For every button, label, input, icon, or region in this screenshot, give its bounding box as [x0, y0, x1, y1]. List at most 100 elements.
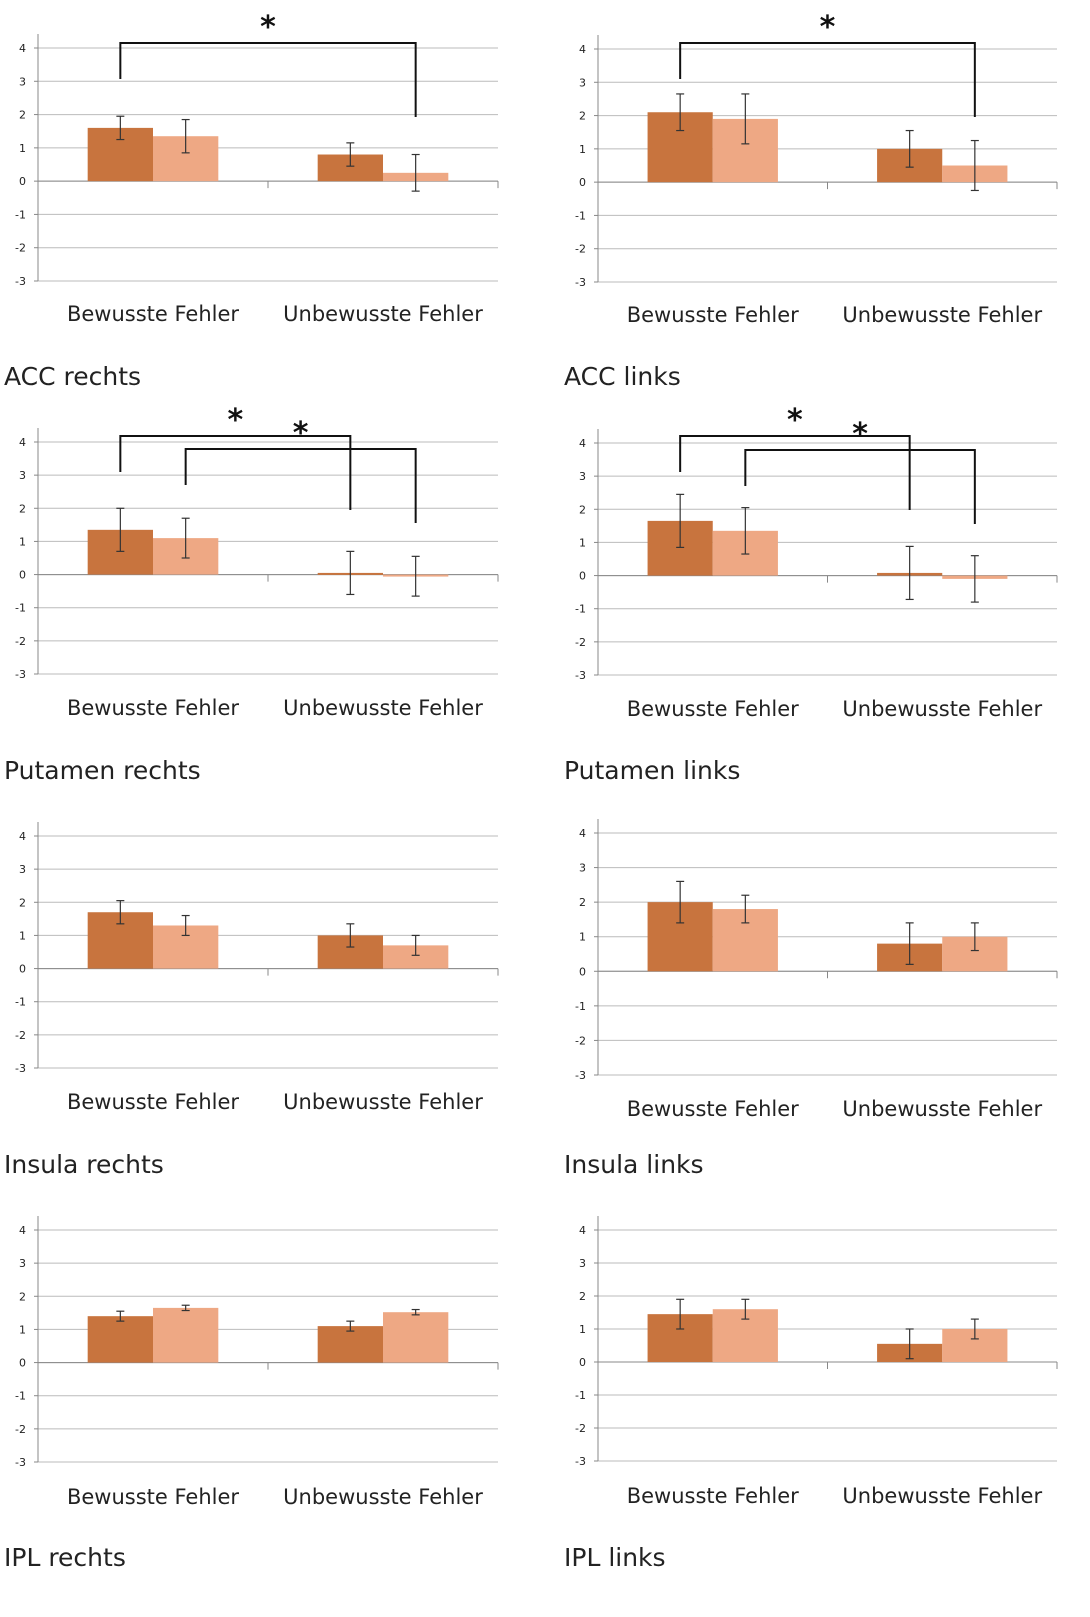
- y-tick-label: 1: [579, 143, 586, 156]
- y-tick-label: 3: [579, 76, 586, 89]
- bar: [383, 945, 449, 969]
- significance-bracket: [679, 42, 976, 117]
- y-tick-label: 2: [579, 503, 586, 516]
- chart-panel: -3 -2 -1 0 1 2 3 4 Bewusste Fehler Unbewusste Feh…: [15, 10, 499, 326]
- y-tick-label: -2: [15, 1029, 26, 1042]
- bar: [383, 1312, 449, 1363]
- y-tick-label: -1: [575, 1000, 586, 1013]
- category-label: Bewusste Fehler: [67, 696, 239, 720]
- panel-title-acc-rechts: ACC rechts: [4, 362, 142, 391]
- category-label: Unbewusste Fehler: [283, 1090, 483, 1114]
- y-tick-label: -2: [575, 1422, 586, 1435]
- y-tick-label: -2: [15, 242, 26, 255]
- category-label: Unbewusste Fehler: [283, 1485, 483, 1509]
- category-label: Unbewusste Fehler: [842, 303, 1042, 327]
- y-tick-label: 0: [579, 965, 586, 978]
- category-label: Bewusste Fehler: [627, 1097, 799, 1121]
- category-label: Bewusste Fehler: [67, 1485, 239, 1509]
- chart-panel: -3 -2 -1 0 1 2 3 4 Bewusste Fehler Unbewusste Feh…: [15, 403, 499, 720]
- chart-panel: -3 -2 -1 0 1 2 3 4 Bewusste Fehler Unbewusste Feh…: [15, 1216, 499, 1509]
- y-tick-label: -3: [575, 669, 586, 682]
- chart-panel: -3 -2 -1 0 1 2 3 4 Bewusste Fehler Unbewusste Feh…: [575, 10, 1058, 327]
- y-tick-label: 3: [579, 862, 586, 875]
- y-tick-label: -1: [15, 208, 26, 221]
- y-tick-label: 4: [579, 1224, 586, 1237]
- y-tick-label: 0: [19, 963, 26, 976]
- chart-panel: -3 -2 -1 0 1 2 3 4 Bewusste Fehler Unbewusste Feh…: [15, 822, 499, 1114]
- category-label: Unbewusste Fehler: [842, 1484, 1042, 1508]
- y-tick-label: 2: [579, 110, 586, 123]
- y-tick-label: 2: [19, 896, 26, 909]
- y-tick-label: -2: [15, 635, 26, 648]
- chart-panel: -3 -2 -1 0 1 2 3 4 Bewusste Fehler Unbewusste Feh…: [575, 403, 1058, 721]
- y-tick-label: 0: [19, 175, 26, 188]
- y-tick-label: 1: [19, 1323, 26, 1336]
- y-tick-label: 1: [579, 931, 586, 944]
- y-tick-label: -1: [575, 209, 586, 222]
- category-label: Bewusste Fehler: [67, 1090, 239, 1114]
- y-tick-label: -3: [15, 1456, 26, 1469]
- bar: [153, 1307, 219, 1363]
- chart-panel: -3 -2 -1 0 1 2 3 4 Bewusste Fehler Unbewusste Feh…: [575, 1216, 1058, 1508]
- y-tick-label: 1: [19, 535, 26, 548]
- y-tick-label: -3: [15, 1062, 26, 1075]
- significance-bracket: [119, 435, 352, 510]
- panel-title-acc-links: ACC links: [564, 362, 681, 391]
- significance-star: *: [852, 417, 868, 452]
- significance-star: *: [260, 10, 276, 45]
- y-tick-label: 3: [579, 1257, 586, 1270]
- y-tick-label: -2: [575, 1034, 586, 1047]
- y-tick-label: -1: [15, 996, 26, 1009]
- panel-title-putamen-rechts: Putamen rechts: [4, 756, 201, 785]
- category-label: Unbewusste Fehler: [842, 1097, 1042, 1121]
- panel-title-ipl-rechts: IPL rechts: [4, 1543, 126, 1572]
- y-tick-label: -1: [15, 602, 26, 615]
- y-tick-label: 4: [579, 827, 586, 840]
- significance-bracket: [184, 448, 417, 523]
- y-tick-label: 1: [579, 1323, 586, 1336]
- y-tick-label: 2: [579, 1290, 586, 1303]
- category-label: Bewusste Fehler: [627, 697, 799, 721]
- y-tick-label: 1: [19, 142, 26, 155]
- y-tick-label: 0: [579, 1356, 586, 1369]
- y-tick-label: 4: [19, 830, 26, 843]
- y-tick-label: 4: [19, 436, 26, 449]
- y-tick-label: 2: [19, 109, 26, 122]
- y-tick-label: -2: [15, 1423, 26, 1436]
- panel-title-ipl-links: IPL links: [564, 1543, 666, 1572]
- y-tick-label: -3: [575, 1455, 586, 1468]
- bar: [87, 1316, 153, 1363]
- y-tick-label: -2: [575, 636, 586, 649]
- significance-star: *: [820, 10, 836, 45]
- category-label: Bewusste Fehler: [67, 302, 239, 326]
- y-tick-label: 2: [19, 1290, 26, 1303]
- y-tick-label: -1: [575, 603, 586, 616]
- significance-star: *: [787, 403, 803, 438]
- category-label: Bewusste Fehler: [627, 303, 799, 327]
- y-tick-label: 0: [579, 176, 586, 189]
- y-tick-label: -2: [575, 243, 586, 256]
- y-tick-label: 1: [19, 929, 26, 942]
- panel-title-insula-rechts: Insula rechts: [4, 1150, 164, 1179]
- y-tick-label: 0: [19, 1357, 26, 1370]
- y-tick-label: 3: [19, 75, 26, 88]
- y-tick-label: 1: [579, 536, 586, 549]
- y-tick-label: -3: [575, 1069, 586, 1082]
- category-label: Bewusste Fehler: [627, 1484, 799, 1508]
- y-tick-label: -1: [15, 1390, 26, 1403]
- significance-star: *: [293, 416, 309, 451]
- significance-bracket: [119, 42, 417, 117]
- bar: [317, 1326, 383, 1363]
- y-tick-label: 4: [19, 1224, 26, 1237]
- y-tick-label: 4: [579, 43, 586, 56]
- y-tick-label: -1: [575, 1389, 586, 1402]
- y-tick-label: -3: [15, 275, 26, 288]
- y-tick-label: 0: [579, 570, 586, 583]
- y-tick-label: 2: [579, 896, 586, 909]
- panel-title-putamen-links: Putamen links: [564, 756, 741, 785]
- y-tick-label: 3: [579, 470, 586, 483]
- panel-title-insula-links: Insula links: [564, 1150, 704, 1179]
- category-label: Unbewusste Fehler: [283, 696, 483, 720]
